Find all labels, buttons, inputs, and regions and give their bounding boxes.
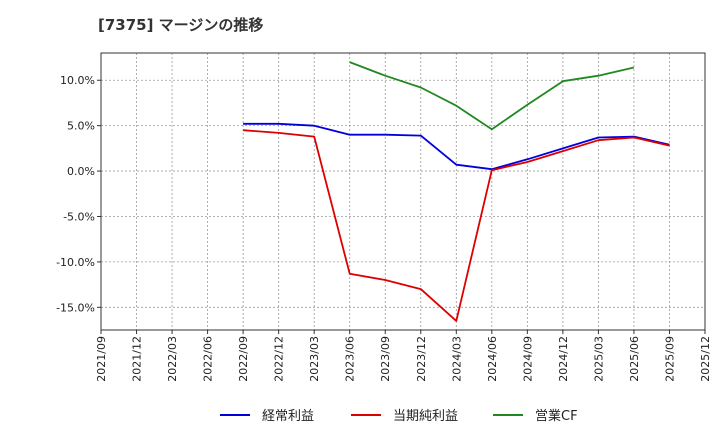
x-tick-label: 2025/09 [663,336,676,382]
x-tick-label: 2023/06 [344,336,357,382]
x-tick-label: 2023/12 [415,336,428,382]
series-line-0 [243,122,670,171]
y-tick-label: -5.0% [63,210,95,223]
x-tick-label: 2022/06 [202,336,215,382]
x-tick-label: 2021/09 [95,336,108,382]
chart-title: [7375] マージンの推移 [98,16,264,34]
x-tick-label: 2021/12 [131,336,144,382]
x-tick-label: 2025/06 [628,336,641,382]
x-tick-label: 2023/03 [308,336,321,382]
y-tick-label: 0.0% [67,165,95,178]
x-tick-label: 2022/03 [166,336,179,382]
x-tick-label: 2022/12 [273,336,286,382]
y-tick-label: 5.0% [67,120,95,133]
x-tick-label: 2024/12 [557,336,570,382]
y-tick-label: 10.0% [60,74,95,87]
x-tick-label: 2024/03 [450,336,463,382]
series-line-1 [243,129,670,322]
y-axis: 10.0% 5.0% 0.0% -5.0% -10.0% -15.0% [56,74,101,314]
series-layer [243,61,670,322]
plot-border [100,52,706,331]
legend-label-2: 営業CF [535,408,578,424]
legend-label-0: 経常利益 [262,409,314,424]
legend: 経常利益 当期純利益 営業CF [220,408,578,424]
x-tick-label: 2025/12 [699,336,712,382]
x-tick-label: 2025/03 [592,336,605,382]
x-tick-label: 2022/09 [237,336,250,382]
grid-layer [101,53,705,330]
x-tick-label: 2024/06 [486,336,499,382]
y-tick-label: -15.0% [56,301,95,314]
x-tick-label: 2023/09 [379,336,392,382]
series-line-2 [349,61,635,131]
x-axis: 2021/09 2021/12 2022/03 2022/06 2022/09 2022/… [95,330,712,382]
legend-label-1: 当期純利益 [393,409,458,424]
y-tick-label: -10.0% [56,256,95,269]
x-tick-label: 2024/09 [521,336,534,382]
